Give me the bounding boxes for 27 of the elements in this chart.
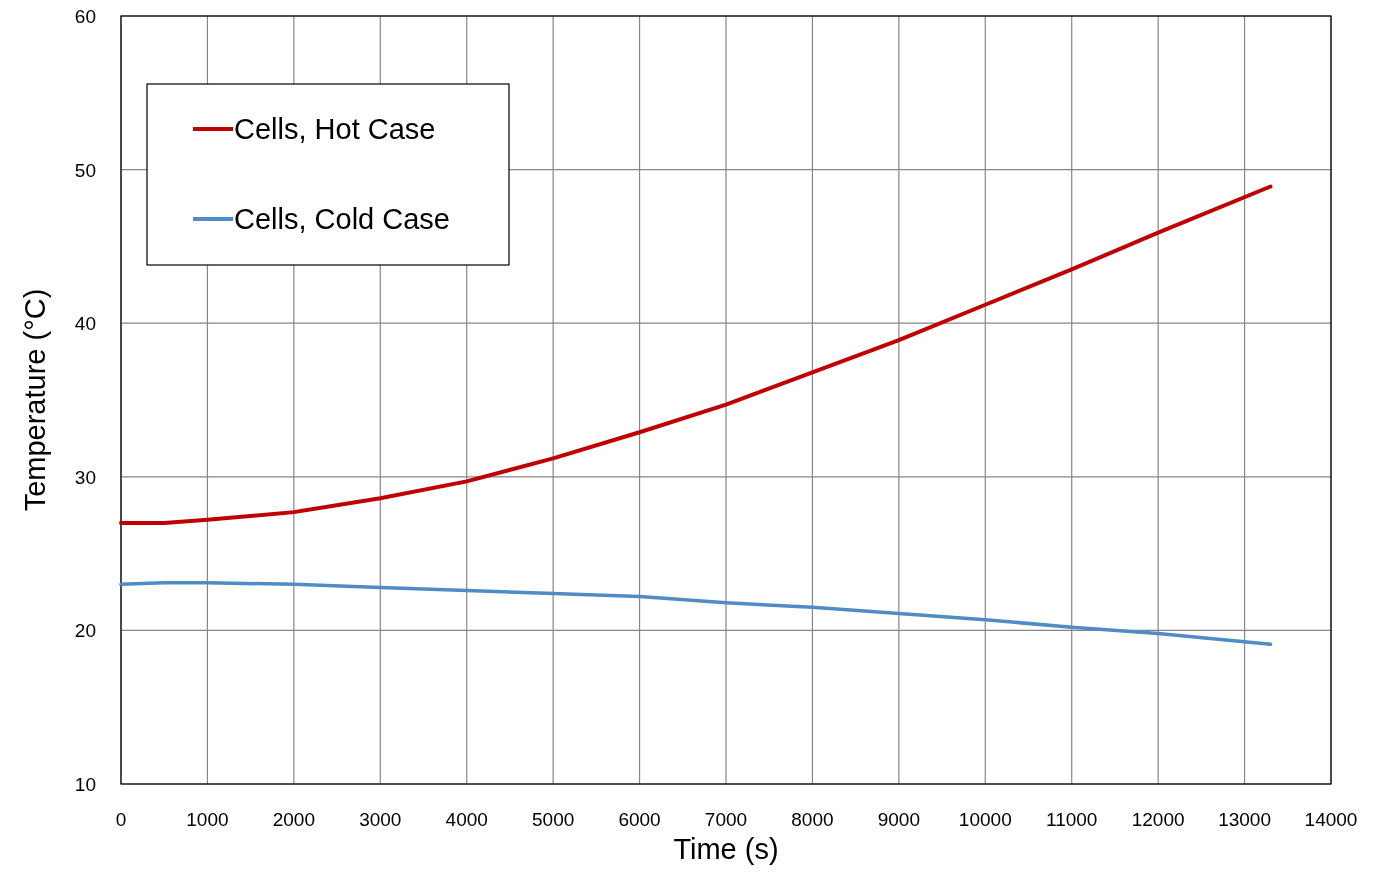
x-tick-label: 13000 — [1218, 809, 1271, 830]
legend-label: Cells, Hot Case — [234, 113, 436, 145]
x-tick-label: 0 — [115, 809, 127, 830]
legend-label: Cells, Cold Case — [234, 203, 450, 235]
x-tick-label: 8000 — [791, 809, 834, 830]
y-axis-title: Temperature (°C) — [19, 288, 51, 512]
x-tick-label: 2000 — [272, 809, 315, 830]
x-axis-title: Time (s) — [673, 833, 779, 865]
y-tick-label: 10 — [74, 774, 96, 795]
x-tick-label: 14000 — [1304, 809, 1358, 830]
x-tick-label: 11000 — [1046, 809, 1098, 830]
line-series — [119, 184, 1273, 525]
x-tick-label: 4000 — [445, 809, 488, 830]
x-tick-label: 6000 — [618, 809, 661, 830]
x-tick-label: 10000 — [958, 809, 1012, 830]
y-tick-label: 30 — [74, 466, 96, 488]
x-tick-label: 3000 — [359, 809, 402, 830]
y-tick-label: 50 — [74, 159, 96, 181]
x-tick-label: 1000 — [186, 809, 229, 830]
y-tick-label: 20 — [74, 620, 96, 642]
y-tick-label: 60 — [74, 6, 96, 27]
x-tick-label: 5000 — [532, 809, 575, 830]
x-tick-label: 7000 — [704, 809, 748, 830]
x-tick-label: 9000 — [877, 809, 920, 830]
line-series — [119, 581, 1273, 646]
y-tick-label: 40 — [74, 313, 96, 335]
x-tick-label: 12000 — [1131, 809, 1185, 830]
